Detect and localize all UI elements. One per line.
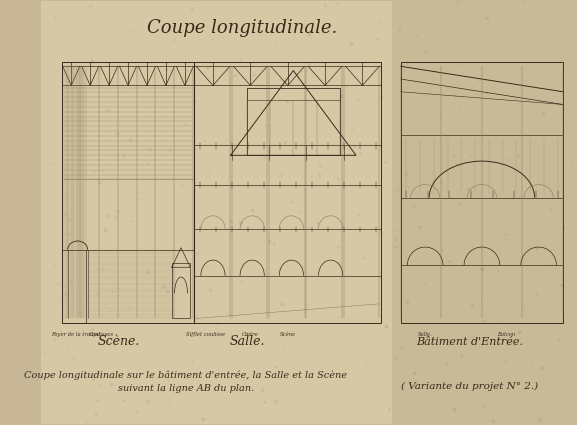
Bar (62, 62, 381, 323)
Bar (172, 263, 190, 318)
Text: Coupe longitudinale sur le bâtiment d'entrée, la Salle et la Scène: Coupe longitudinale sur le bâtiment d'en… (24, 371, 347, 380)
Text: Coulisses: Coulisses (89, 332, 114, 337)
Text: Scène: Scène (280, 332, 296, 337)
Text: Sifflet coulisse: Sifflet coulisse (186, 332, 225, 337)
Text: Balcon: Balcon (497, 332, 515, 337)
Text: suivant la ligne AB du plan.: suivant la ligne AB du plan. (118, 384, 254, 393)
Text: Cintre: Cintre (242, 332, 258, 337)
Text: Foyer de la troupe: Foyer de la troupe (51, 332, 100, 337)
Text: Scène.: Scène. (98, 335, 140, 348)
Text: ( Variante du projet N° 2.): ( Variante du projet N° 2.) (401, 382, 538, 391)
Bar (42, 1, 392, 424)
Text: Coupe longitudinale.: Coupe longitudinale. (147, 19, 337, 37)
Text: Salle.: Salle. (418, 332, 433, 337)
Text: Salle.: Salle. (230, 335, 265, 348)
Bar (392, 1, 576, 424)
Bar (401, 62, 563, 323)
Text: Bâtiment d'Entrée.: Bâtiment d'Entrée. (416, 337, 523, 347)
Bar (246, 88, 340, 155)
